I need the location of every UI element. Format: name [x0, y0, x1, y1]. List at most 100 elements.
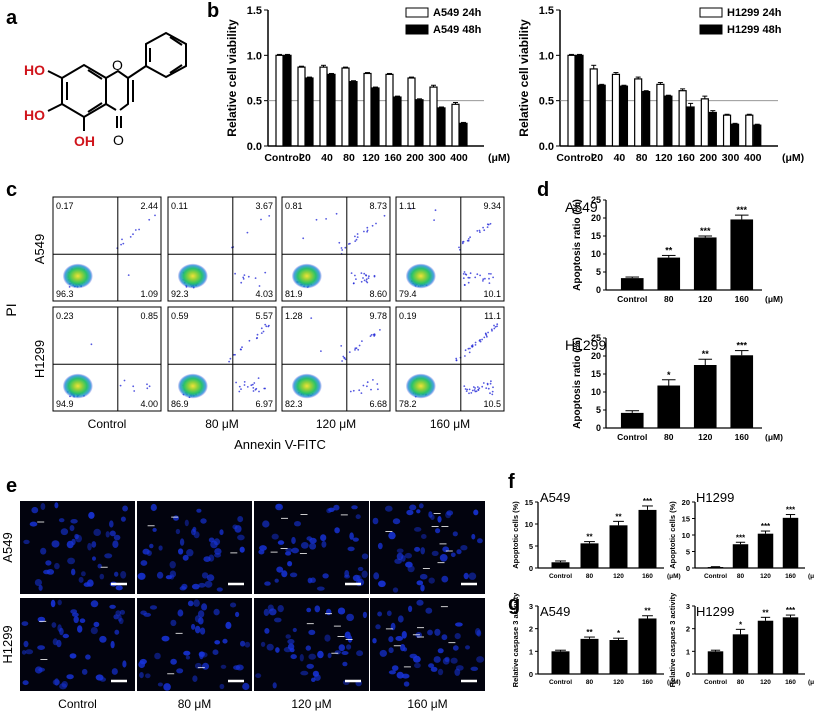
- nucleus: [346, 613, 354, 622]
- nucleus: [67, 557, 76, 565]
- flow-plot: [281, 306, 391, 412]
- nucleus: [468, 572, 477, 580]
- event-dot: [358, 389, 361, 392]
- y-axis-title: Apoptosis ratio (%): [572, 337, 583, 429]
- bar: [551, 651, 570, 674]
- event-dot: [487, 331, 489, 334]
- nucleus: [418, 503, 424, 509]
- nucleus: [349, 532, 354, 540]
- unit-label: (μM): [765, 294, 783, 304]
- event-dot: [373, 275, 376, 278]
- nucleus: [477, 538, 483, 544]
- nucleus: [118, 617, 124, 625]
- nucleus: [287, 561, 293, 567]
- nucleus: [23, 539, 30, 545]
- nucleus: [300, 542, 309, 549]
- event-dot: [122, 242, 125, 245]
- event-dot: [470, 345, 473, 347]
- nucleus: [310, 577, 316, 583]
- nucleus: [173, 515, 179, 521]
- panel-label-f: f: [508, 471, 515, 493]
- bar: [619, 85, 629, 147]
- y-tick-label: 3: [686, 602, 690, 611]
- event-dot: [350, 272, 353, 274]
- nucleus: [40, 547, 47, 555]
- nucleus: [109, 520, 114, 528]
- significance-marker: **: [644, 607, 651, 616]
- nucleus: [391, 665, 399, 671]
- nucleus: [416, 580, 424, 586]
- nucleus: [292, 627, 297, 633]
- event-dot: [356, 233, 359, 235]
- x-tick-label: 120: [698, 432, 712, 442]
- y-axis-title: Relative caspase 3 activity: [511, 592, 520, 687]
- quadrant-percentage: 4.00: [140, 399, 158, 409]
- nucleus: [112, 540, 119, 548]
- x-tick-label: 80: [586, 573, 594, 580]
- nucleus: [204, 580, 213, 588]
- nucleus: [274, 617, 282, 623]
- bar: [371, 87, 380, 147]
- nucleus: [346, 644, 352, 650]
- legend-swatch: [699, 7, 723, 18]
- event-dot: [482, 382, 485, 384]
- event-dot: [467, 347, 470, 350]
- event-dot: [264, 387, 266, 390]
- nucleus: [79, 618, 86, 623]
- bar: [693, 365, 717, 428]
- quadrant-percentage: 10.5: [483, 399, 501, 409]
- nucleus: [455, 622, 463, 627]
- nucleus: [214, 548, 222, 555]
- event-dot: [258, 285, 261, 287]
- y-tick-label: 2: [529, 625, 533, 634]
- quadrant-percentage: 0.81: [285, 201, 303, 211]
- event-dot: [496, 325, 498, 328]
- event-dot: [315, 218, 318, 221]
- nucleus: [152, 527, 157, 532]
- nucleus: [176, 668, 184, 674]
- nucleus: [266, 643, 274, 651]
- nucleus: [61, 681, 68, 688]
- event-dot: [464, 355, 466, 357]
- nucleus: [275, 647, 280, 653]
- nucleus: [356, 575, 362, 582]
- event-dot: [340, 345, 343, 347]
- event-dot: [371, 224, 374, 227]
- y-tick-label: 20: [682, 498, 690, 507]
- event-dot: [146, 387, 149, 390]
- ring-oxygen-label: O: [112, 57, 123, 73]
- nucleus: [362, 611, 367, 619]
- event-dot: [234, 353, 236, 356]
- event-dot: [335, 212, 338, 215]
- event-dot: [132, 233, 134, 236]
- apoptosis-ratio-chart-a549: 0 5 10 15 20 25 Apoptosis ratio (%)A549 Control…: [565, 195, 783, 304]
- nucleus: [291, 547, 299, 554]
- event-dot: [489, 392, 491, 395]
- nucleus: [430, 666, 438, 672]
- x-tick-label: 120: [362, 152, 380, 164]
- x-tick-label: 120: [613, 679, 624, 686]
- panel-label-b: b: [207, 0, 219, 22]
- x-tick-label: 120: [655, 152, 673, 164]
- legend-entry: H1299 48h: [727, 24, 782, 36]
- significance-marker: *: [667, 370, 671, 380]
- event-dot: [376, 383, 379, 385]
- nucleus: [264, 628, 270, 634]
- y-tick-label: 15: [591, 231, 601, 241]
- nucleus: [184, 519, 189, 527]
- bar: [327, 73, 336, 147]
- nucleus: [198, 651, 205, 657]
- event-dot: [491, 393, 494, 396]
- event-dot: [360, 280, 363, 283]
- bar: [686, 106, 695, 147]
- y-tick-label: 15: [525, 498, 533, 507]
- bar: [620, 412, 644, 428]
- row-label: A549: [0, 532, 15, 562]
- event-dot: [471, 389, 474, 392]
- event-dot: [477, 389, 480, 391]
- chart-title: H1299: [565, 337, 606, 353]
- event-dot: [472, 386, 475, 388]
- nucleus: [324, 634, 331, 642]
- x-tick-label: Control: [617, 294, 647, 304]
- event-dot: [487, 223, 490, 226]
